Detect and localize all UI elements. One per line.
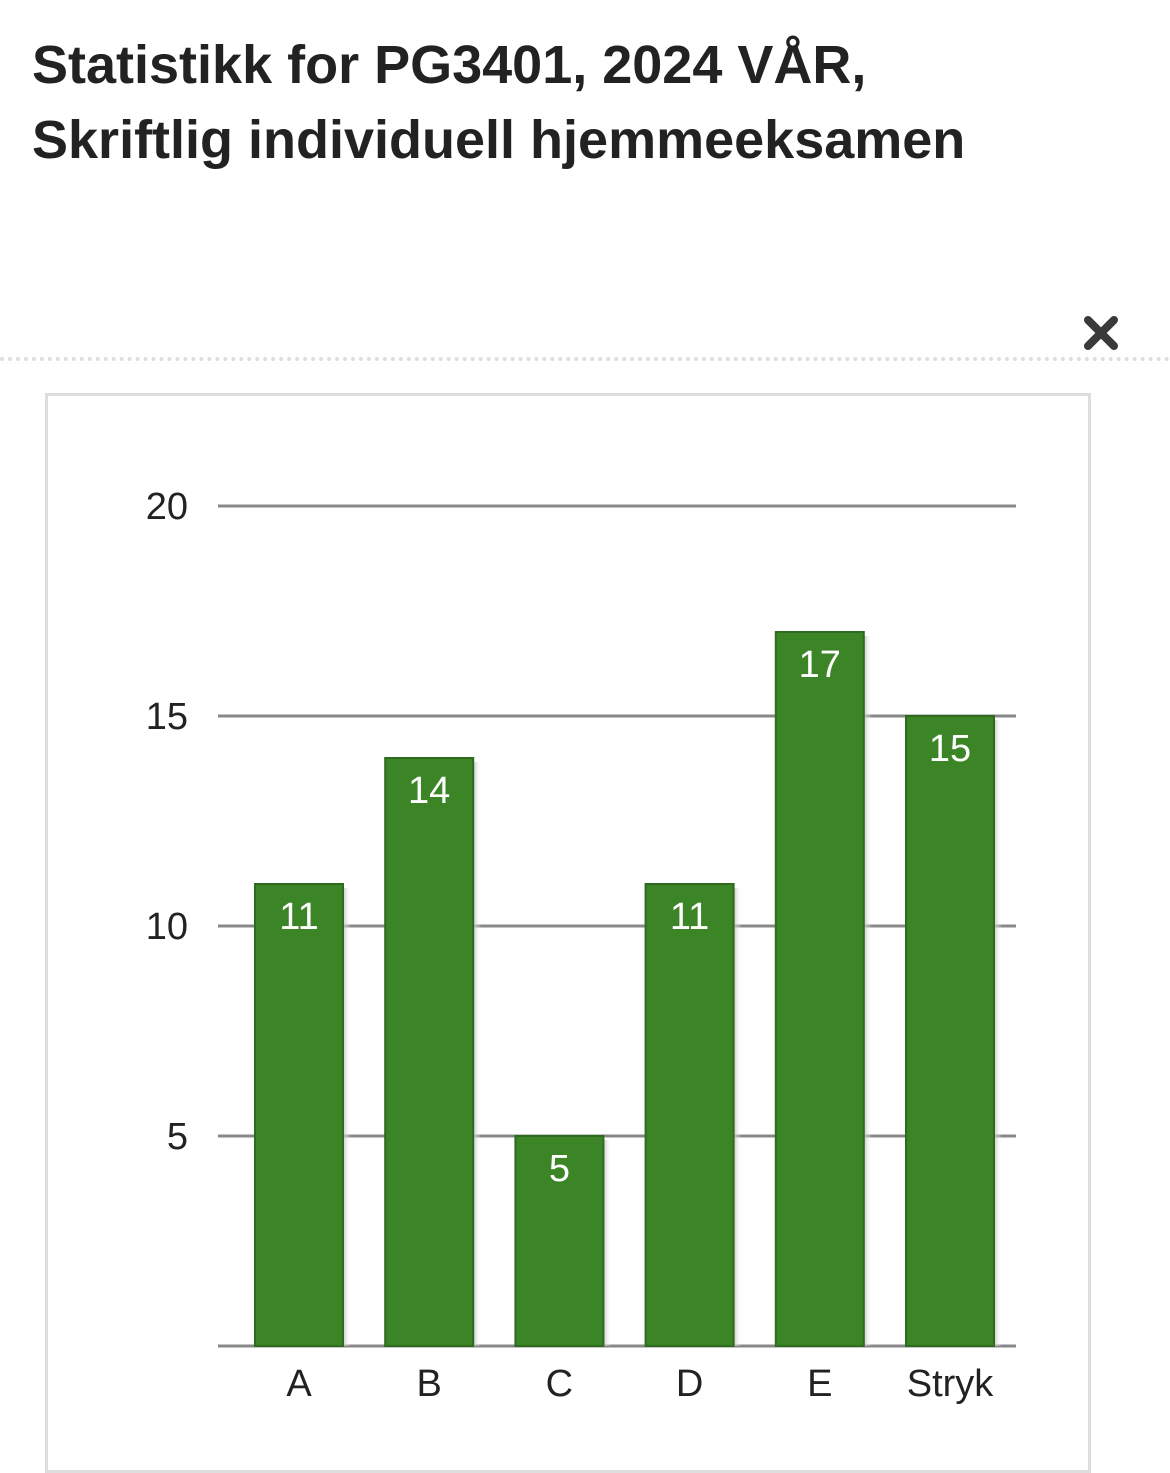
chart-container: 5 10 15 20 11 A 14 B 5 C 11 D 17 E 15 Stryk bbox=[45, 393, 1091, 1473]
bar-chart: 5 10 15 20 11 A 14 B 5 C 11 D 17 E 15 Stryk bbox=[146, 486, 1016, 1405]
bar-c[interactable] bbox=[514, 1135, 605, 1347]
close-icon bbox=[1084, 316, 1118, 350]
bar-shadow bbox=[603, 1140, 612, 1346]
bar-b[interactable] bbox=[384, 757, 475, 1347]
x-tick-label: D bbox=[676, 1363, 703, 1405]
bar-shadow bbox=[473, 762, 482, 1346]
bar-d[interactable] bbox=[644, 883, 735, 1347]
page-title: Statistikk for PG3401, 2024 VÅR, Skriftl… bbox=[32, 35, 966, 170]
y-tick-label: 15 bbox=[146, 696, 188, 738]
x-tick-label: Stryk bbox=[907, 1363, 995, 1405]
x-tick-label: B bbox=[417, 1363, 442, 1405]
y-tick-label: 5 bbox=[167, 1116, 188, 1158]
bar-e[interactable] bbox=[774, 631, 865, 1347]
bar-a[interactable] bbox=[254, 883, 344, 1347]
bar-value-label: 14 bbox=[408, 770, 450, 812]
x-tick-label: C bbox=[546, 1363, 573, 1405]
close-button[interactable] bbox=[1080, 312, 1122, 354]
y-tick-label: 10 bbox=[146, 906, 188, 948]
bar-value-label: 11 bbox=[279, 896, 318, 938]
bar-value-label: 11 bbox=[670, 896, 709, 938]
bar-stryk[interactable] bbox=[905, 715, 995, 1347]
bar-value-label: 15 bbox=[929, 728, 971, 770]
bar-shadow bbox=[733, 888, 742, 1346]
bar-value-label: 17 bbox=[799, 644, 841, 686]
bar-shadow bbox=[863, 636, 872, 1346]
bar-shadow bbox=[343, 888, 351, 1346]
y-tick-label: 20 bbox=[146, 486, 188, 528]
x-tick-label: A bbox=[286, 1363, 312, 1405]
bar-shadow bbox=[994, 720, 1002, 1346]
x-tick-label: E bbox=[807, 1363, 832, 1405]
dotted-divider bbox=[0, 357, 1170, 361]
bar-value-label: 5 bbox=[549, 1148, 570, 1190]
